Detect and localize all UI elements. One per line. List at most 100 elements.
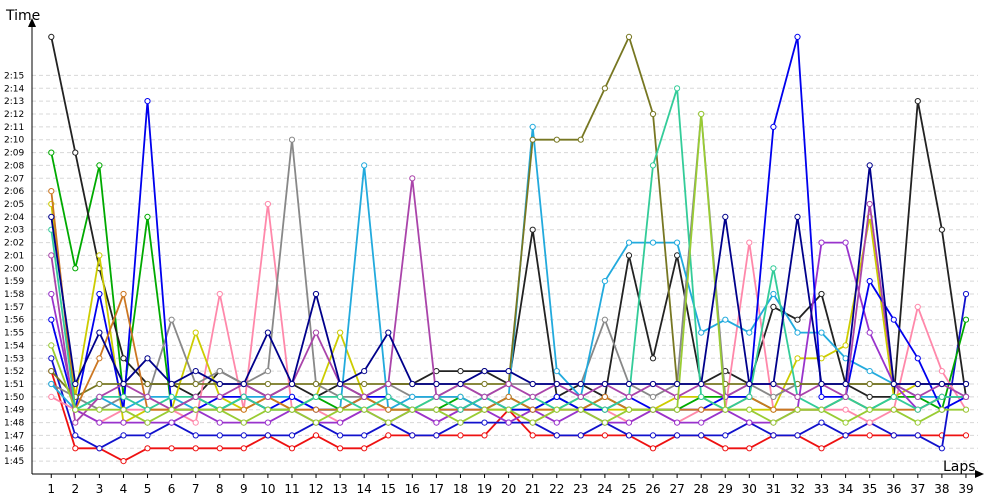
data-point [625, 432, 633, 439]
data-point [770, 406, 777, 413]
data-point [529, 123, 536, 131]
data-point [866, 419, 873, 426]
data-point [770, 380, 777, 388]
data-point [577, 136, 584, 143]
data-point [312, 432, 320, 439]
data-point [264, 368, 271, 375]
data-point [938, 380, 946, 388]
data-point [216, 445, 223, 452]
data-point [96, 419, 103, 426]
data-point [481, 432, 488, 439]
data-point [794, 432, 801, 439]
data-point [409, 380, 416, 388]
data-point [505, 380, 512, 388]
x-tick-label: 3 [96, 482, 104, 496]
data-point [794, 33, 801, 41]
data-point [120, 393, 127, 400]
y-tick-labels: 1:45 1:46 1:47 1:48 1:49 1:50 1:51 1:52 1:53 1:54… [4, 71, 24, 467]
x-tick-label: 8 [216, 482, 224, 496]
data-point [409, 406, 416, 413]
data-point [674, 432, 681, 439]
data-point [361, 368, 368, 375]
x-tick-label: 31 [766, 482, 781, 496]
data-point [144, 445, 151, 452]
data-point [361, 432, 368, 439]
data-point [746, 406, 753, 413]
data-point [216, 406, 223, 413]
data-point [914, 419, 921, 426]
data-point [625, 419, 633, 426]
data-point [529, 226, 536, 233]
x-tick-label: 29 [718, 482, 733, 496]
data-point [601, 316, 609, 323]
data-point [746, 239, 753, 246]
data-point [866, 380, 873, 388]
data-point [770, 393, 777, 400]
data-point [361, 162, 368, 169]
data-point [505, 368, 512, 375]
data-point [264, 406, 271, 413]
data-point [866, 200, 873, 208]
data-point [240, 393, 247, 400]
x-tick-label: 22 [549, 482, 564, 496]
data-point [842, 239, 849, 246]
data-point [649, 380, 657, 388]
data-point [674, 239, 681, 246]
data-point [698, 329, 705, 336]
axes: Time Laps [5, 8, 984, 478]
data-point [48, 380, 55, 388]
data-point [48, 290, 55, 298]
data-point [192, 406, 199, 413]
x-tick-label: 26 [645, 482, 660, 496]
x-tick-label: 33 [814, 482, 829, 496]
data-point [72, 419, 79, 426]
data-point [240, 432, 247, 439]
data-point [385, 393, 392, 400]
data-point [770, 419, 777, 426]
x-tick-label: 5 [144, 482, 152, 496]
data-point [48, 355, 55, 362]
y-tick-label: 2:02 [4, 239, 24, 249]
data-point [818, 380, 825, 388]
x-tick-label: 18 [453, 482, 468, 496]
data-point [72, 265, 79, 272]
x-tick-label: 13 [332, 482, 347, 496]
data-point [288, 380, 296, 388]
data-point [144, 406, 151, 413]
series-layer [48, 33, 970, 465]
data-point [505, 406, 512, 413]
y-tick-label: 1:56 [4, 316, 24, 326]
data-point [48, 393, 55, 400]
data-point [962, 290, 970, 298]
data-point [938, 368, 946, 375]
data-point [746, 329, 753, 336]
data-point [96, 329, 103, 336]
data-point [529, 419, 536, 426]
data-point [433, 419, 440, 426]
data-point [914, 406, 921, 413]
data-point [962, 316, 970, 323]
data-point [794, 213, 801, 220]
data-point [168, 393, 175, 400]
x-tick-labels: 1 2 3 4 5 6 7 8 9 10 11 12 13 14 15 16 17 18 19 20 21 22 23 24 2… [47, 474, 974, 496]
data-point [505, 393, 512, 400]
data-point [938, 406, 946, 413]
data-point [168, 445, 175, 452]
data-point [601, 406, 609, 413]
x-tick-label: 28 [694, 482, 709, 496]
y-tick-label: 2:11 [4, 123, 24, 133]
data-point [361, 445, 368, 452]
data-point [144, 213, 151, 220]
data-point [674, 406, 681, 413]
data-point [216, 368, 223, 375]
data-point [337, 406, 344, 413]
data-point [144, 380, 151, 388]
y-tick-label: 2:05 [4, 200, 24, 210]
data-point [192, 432, 199, 439]
data-point [553, 432, 560, 439]
data-point [457, 368, 464, 375]
data-point [288, 136, 296, 143]
x-tick-label: 9 [240, 482, 248, 496]
data-point [529, 406, 536, 413]
